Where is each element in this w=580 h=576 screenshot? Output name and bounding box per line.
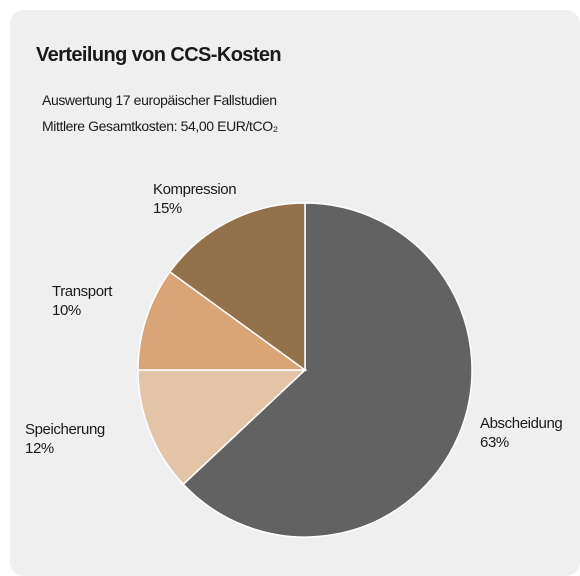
slice-value: 15%	[153, 200, 182, 217]
slice-label: Speicherung	[25, 421, 105, 438]
subtitle: Auswertung 17 europäischer Fallstudien	[42, 92, 277, 108]
pie-slice	[137, 270, 308, 371]
slice-label: Transport	[52, 283, 113, 300]
slice-value: 63%	[480, 434, 509, 451]
slice-label: Kompression	[153, 181, 236, 198]
pie-slice	[137, 369, 307, 486]
slice-value: 10%	[52, 302, 81, 319]
chart-title: Verteilung von CCS-Kosten	[36, 44, 281, 66]
slice-value: 12%	[25, 440, 54, 457]
subtitle: Mittlere Gesamtkosten: 54,00 EUR/tCO₂	[42, 118, 278, 134]
slice-label: Abscheidung	[480, 415, 562, 432]
pie-slice	[168, 202, 306, 372]
pie-slice	[182, 202, 473, 538]
